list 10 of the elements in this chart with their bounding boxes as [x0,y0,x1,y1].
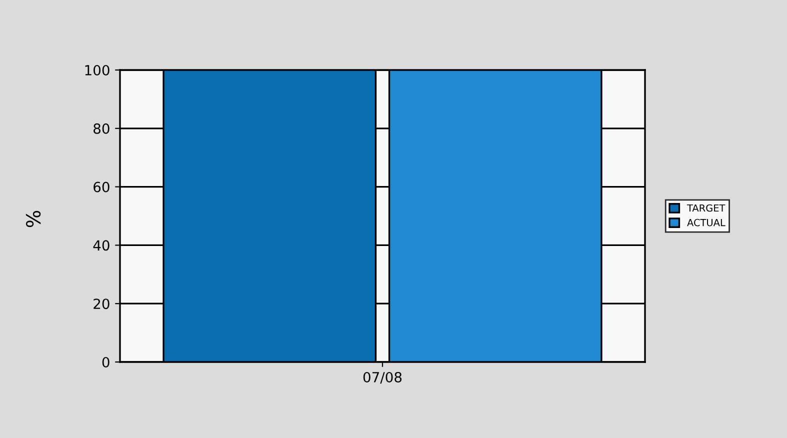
y-tick-label: 40 [93,240,110,251]
y-tick-label: 60 [94,182,110,192]
y-tick-label: 20 [94,298,110,310]
legend-label: ACTUAL [687,218,726,226]
legend-label: TARGET [686,204,726,212]
y-axis-title: % [26,210,41,228]
y-tick-label: 100 [85,64,110,76]
x-tick-label: 07/08 [363,372,402,384]
y-tick-label: 0 [102,356,110,368]
y-tick-label: 80 [94,123,110,134]
